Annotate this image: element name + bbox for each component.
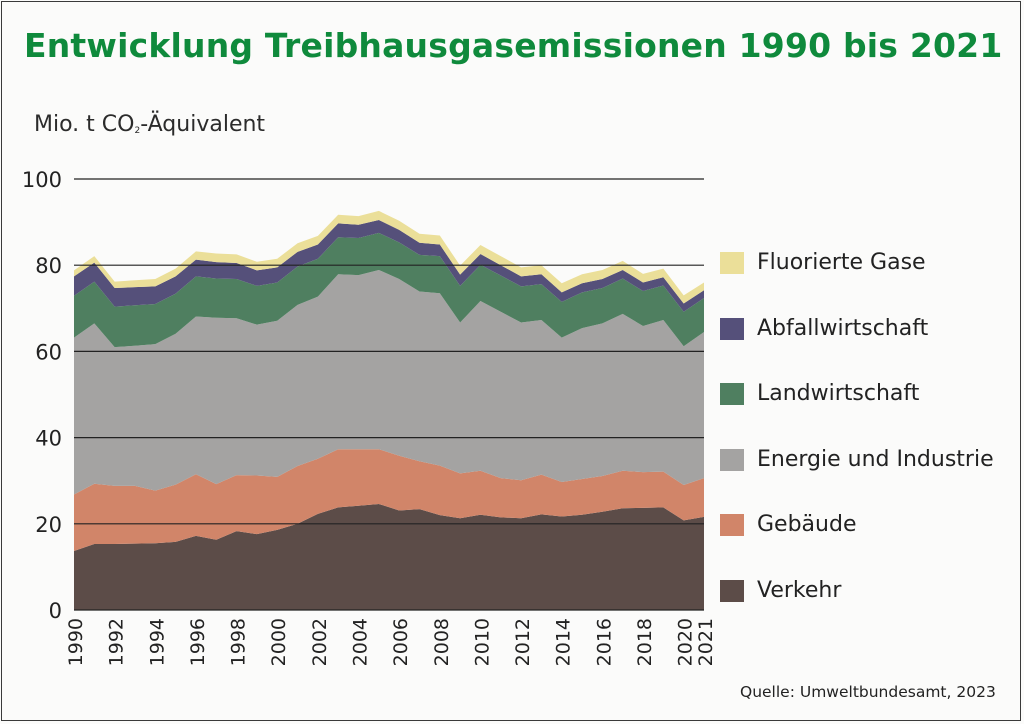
legend-swatch [720,383,744,405]
y-tick-label: 80 [35,254,62,278]
legend-item-fgase: Fluorierte Gase [720,250,1020,276]
legend-swatch [720,448,744,471]
legend-swatch [720,252,744,274]
legend-item-verkehr: Verkehr [720,578,1020,604]
legend-swatch [720,579,744,602]
chart-title: Entwicklung Treibhausgasemissionen 1990 … [24,26,1003,65]
area-fgase [74,210,704,304]
unit-subscript: 2 [134,126,141,136]
x-tick-label: 2020 [675,618,697,666]
x-tick-label: 1990 [65,618,87,666]
x-tick-label: 2004 [350,618,372,666]
unit-main: Mio. t CO [34,112,135,137]
x-tick-label: 1998 [228,618,250,666]
source-note: Quelle: Umweltbundesamt, 2023 [740,683,996,701]
unit-rest: -Äquivalent [140,112,266,137]
x-tick-label: 2002 [309,618,331,666]
y-axis-unit-label: Mio. t CO2-Äquivalent [34,112,265,137]
y-tick-label: 100 [22,168,62,192]
x-tick-label: 2012 [512,618,534,666]
legend-swatch [720,514,744,536]
x-tick-label: 1992 [106,618,128,666]
legend-swatch [720,317,744,340]
y-tick-label: 40 [35,427,62,451]
y-tick-label: 0 [49,599,62,623]
y-tick-label: 60 [35,340,62,364]
x-tick-label: 2021 [695,618,717,666]
x-axis-ticks: 1990 1992 1994 1996 1998 2000 2002 2004 2006 2008… [65,618,717,666]
legend-label: Energie und Industrie [757,446,994,472]
area-verkehr [74,503,704,610]
area-energie [74,269,704,495]
legend-label: Gebäude [757,512,857,537]
legend-item-gebaeude: Gebäude [720,512,1020,538]
legend-label: Fluorierte Gase [757,250,926,275]
x-tick-label: 2010 [472,618,494,666]
legend-label: Abfallwirtschaft [757,315,929,341]
x-tick-label: 1994 [146,618,168,666]
y-tick-label: 20 [35,513,62,537]
x-tick-label: 2000 [268,618,290,666]
legend-item-energie: Energie und Industrie [720,447,1020,473]
x-tick-label: 2018 [634,618,656,666]
x-tick-label: 2014 [553,618,575,666]
legend-label: Verkehr [757,577,842,603]
y-axis-ticks: 0 20 40 60 80 100 [22,168,62,623]
legend-label: Landwirtschaft [757,381,920,406]
x-tick-label: 2016 [593,618,615,666]
x-tick-label: 1996 [187,618,209,666]
area-abfall [74,219,704,312]
area-landwirtschaft [74,232,704,348]
x-tick-label: 2006 [390,618,412,666]
legend-item-landwirtschaft: Landwirtschaft [720,381,1020,407]
gridlines [74,178,704,611]
area-gebaeude [74,449,704,551]
area-layers [74,210,704,610]
x-tick-label: 2008 [431,618,453,666]
legend-item-abfall: Abfallwirtschaft [720,316,1020,342]
